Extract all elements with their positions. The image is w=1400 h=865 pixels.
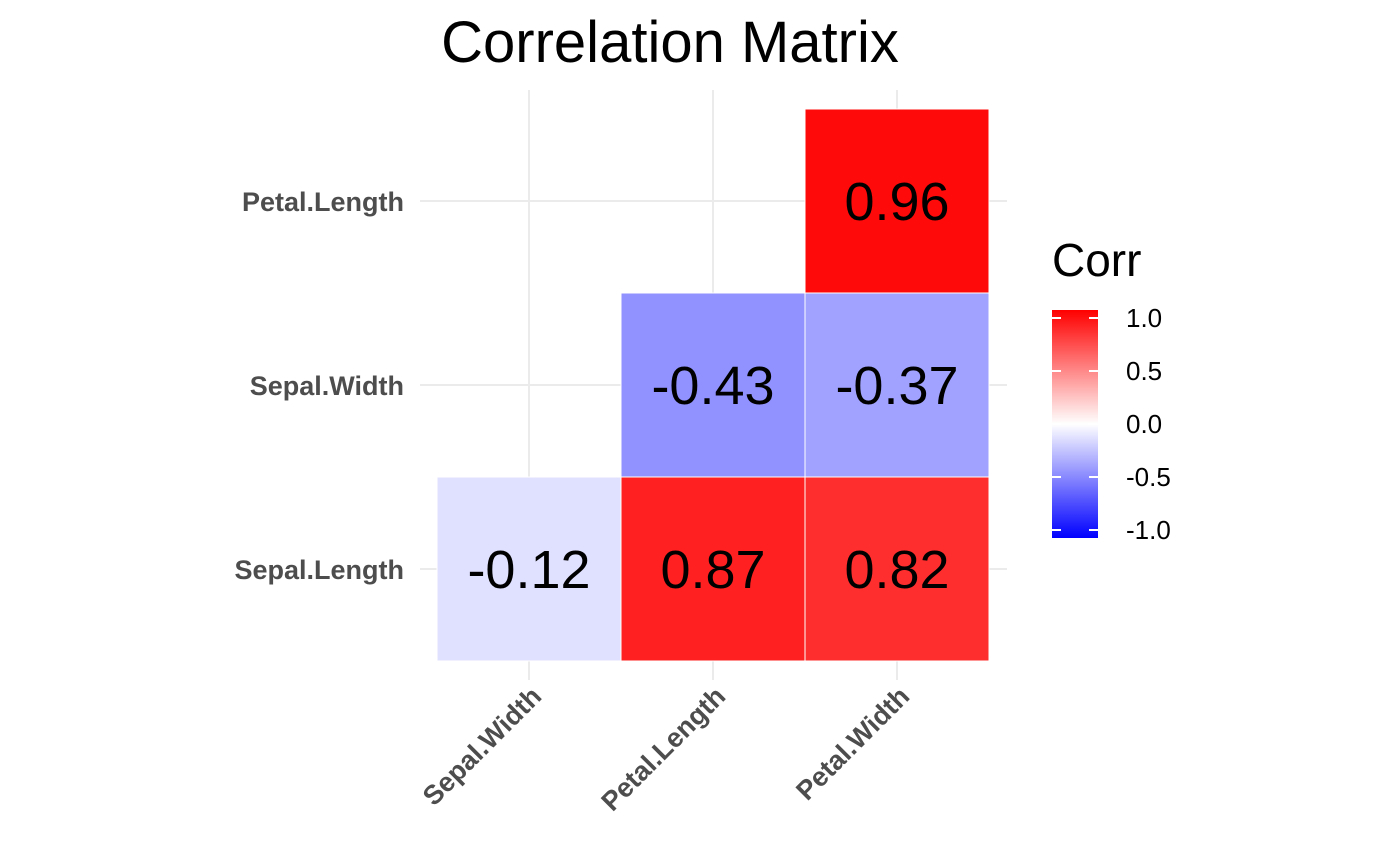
y-axis: Sepal.Length Sepal.Width Petal.Length [234,187,404,585]
heatmap-cell-petal-width-petal-length [804,108,990,294]
legend-tick-label: -0.5 [1126,462,1171,492]
x-axis: Sepal.Width Petal.Length Petal.Width [417,681,915,817]
x-tick-label: Petal.Width [790,681,915,806]
cell-value-label: 0.87 [660,540,765,600]
x-tick-label: Petal.Length [595,681,731,817]
cell-value-label: 0.82 [844,540,949,600]
cell-value-label: -0.12 [467,540,590,600]
cell-value-label: 0.96 [844,172,949,232]
cell-value-label: -0.43 [651,356,774,416]
legend-title: Corr [1052,234,1141,286]
heatmap-cell-sepal-width-sepal-length [436,476,622,662]
heatmap-cell-petal-length-sepal-width [620,292,806,478]
y-tick-label: Petal.Length [242,187,404,217]
legend-tick-label: -1.0 [1126,515,1171,545]
cell-labels: -0.12 0.87 0.82 -0.43 -0.37 0.96 [467,172,958,600]
chart-title: Correlation Matrix [441,10,899,75]
color-legend: Corr 1.0 0.5 0.0 -0.5 -1.0 [1052,234,1171,545]
legend-tick-label: 1.0 [1126,303,1162,333]
heatmap-cell-petal-width-sepal-length [804,476,990,662]
legend-tick-label: 0.0 [1126,409,1162,439]
legend-tick-label: 0.5 [1126,356,1162,386]
x-tick-label: Sepal.Width [417,681,547,811]
y-tick-label: Sepal.Length [234,555,404,585]
heatmap-cells [436,108,990,662]
cell-value-label: -0.37 [835,356,958,416]
y-tick-label: Sepal.Width [250,371,404,401]
legend-ticks: 1.0 0.5 0.0 -0.5 -1.0 [1052,303,1171,545]
heatmap-cell-petal-width-sepal-width [804,292,990,478]
